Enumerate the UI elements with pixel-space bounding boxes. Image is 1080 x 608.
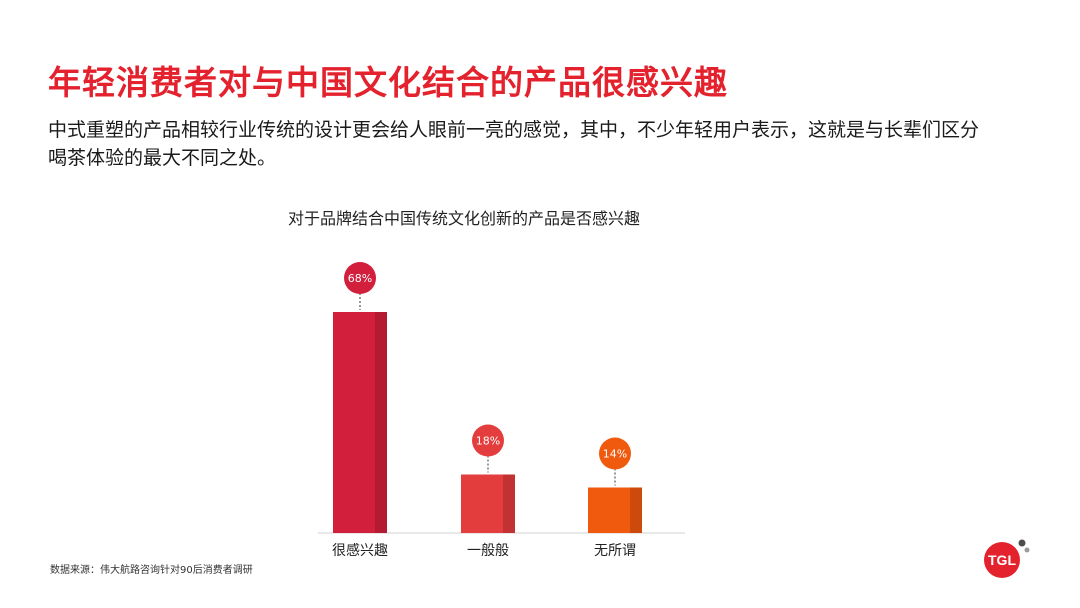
bar-3-label-bubble [599,437,631,470]
bar-1-value-label: 68% [348,272,372,285]
page-title: 年轻消费者对与中国文化结合的产品很感兴趣 [48,63,728,102]
category-label-3: 无所谓 [594,543,636,559]
bar-3-value-label: 14% [603,448,627,461]
bar-2-label-bubble [472,424,504,457]
bar-2-value-label: 18% [476,435,500,448]
category-label-1: 很感兴趣 [332,542,388,559]
svg-text:TGL: TGL [988,552,1016,568]
bar-1-shade [375,312,387,533]
bar-1-label-bubble [344,262,376,294]
tgl-logo: TGL [984,539,1030,578]
category-label-2: 一般般 [467,543,509,559]
intro-paragraph: 中式重塑的产品相较行业传统的设计更会给人眼前一亮的感觉，其中，不少年轻用户表示，… [48,119,980,169]
chart-title: 对于品牌结合中国传统文化创新的产品是否感兴趣 [288,209,641,228]
source-footnote: 数据来源：伟大航路咨询针对90后消费者调研 [50,565,253,576]
bar-3-shade [630,487,642,533]
bar-chart: 68% 很感兴趣 18% 一般般 14% 无所谓 [318,262,685,559]
bar-2-shade [503,474,515,533]
